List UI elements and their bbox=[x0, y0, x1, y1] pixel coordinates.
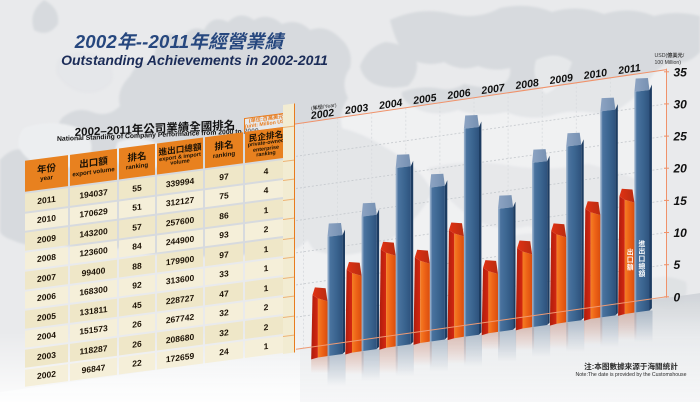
svg-text:2008: 2008 bbox=[514, 77, 540, 92]
svg-text:2006: 2006 bbox=[446, 87, 472, 102]
svg-text:2005: 2005 bbox=[411, 92, 437, 107]
svg-text:進出口總額: 進出口總額 bbox=[639, 239, 646, 278]
svg-text:2010: 2010 bbox=[582, 67, 608, 82]
svg-text:0: 0 bbox=[674, 290, 681, 304]
svg-text:25: 25 bbox=[673, 130, 688, 144]
svg-text:出口額: 出口額 bbox=[627, 247, 634, 271]
svg-text:USD(億美元/: USD(億美元/ bbox=[655, 51, 685, 59]
svg-text:2011: 2011 bbox=[616, 62, 641, 77]
svg-text:20: 20 bbox=[673, 162, 688, 176]
svg-text:2004: 2004 bbox=[377, 97, 403, 112]
svg-text:2007: 2007 bbox=[480, 82, 507, 98]
svg-text:30: 30 bbox=[674, 97, 688, 111]
svg-text:15: 15 bbox=[674, 194, 688, 208]
svg-text:(年份/Year): (年份/Year) bbox=[310, 101, 337, 113]
svg-text:10: 10 bbox=[674, 226, 688, 240]
svg-text:35: 35 bbox=[674, 65, 688, 79]
svg-text:2009: 2009 bbox=[548, 72, 574, 87]
svg-text:2002: 2002 bbox=[309, 107, 335, 122]
svg-text:5: 5 bbox=[674, 258, 681, 272]
svg-text:100 Million): 100 Million) bbox=[655, 60, 682, 66]
svg-text:2003: 2003 bbox=[343, 102, 369, 117]
